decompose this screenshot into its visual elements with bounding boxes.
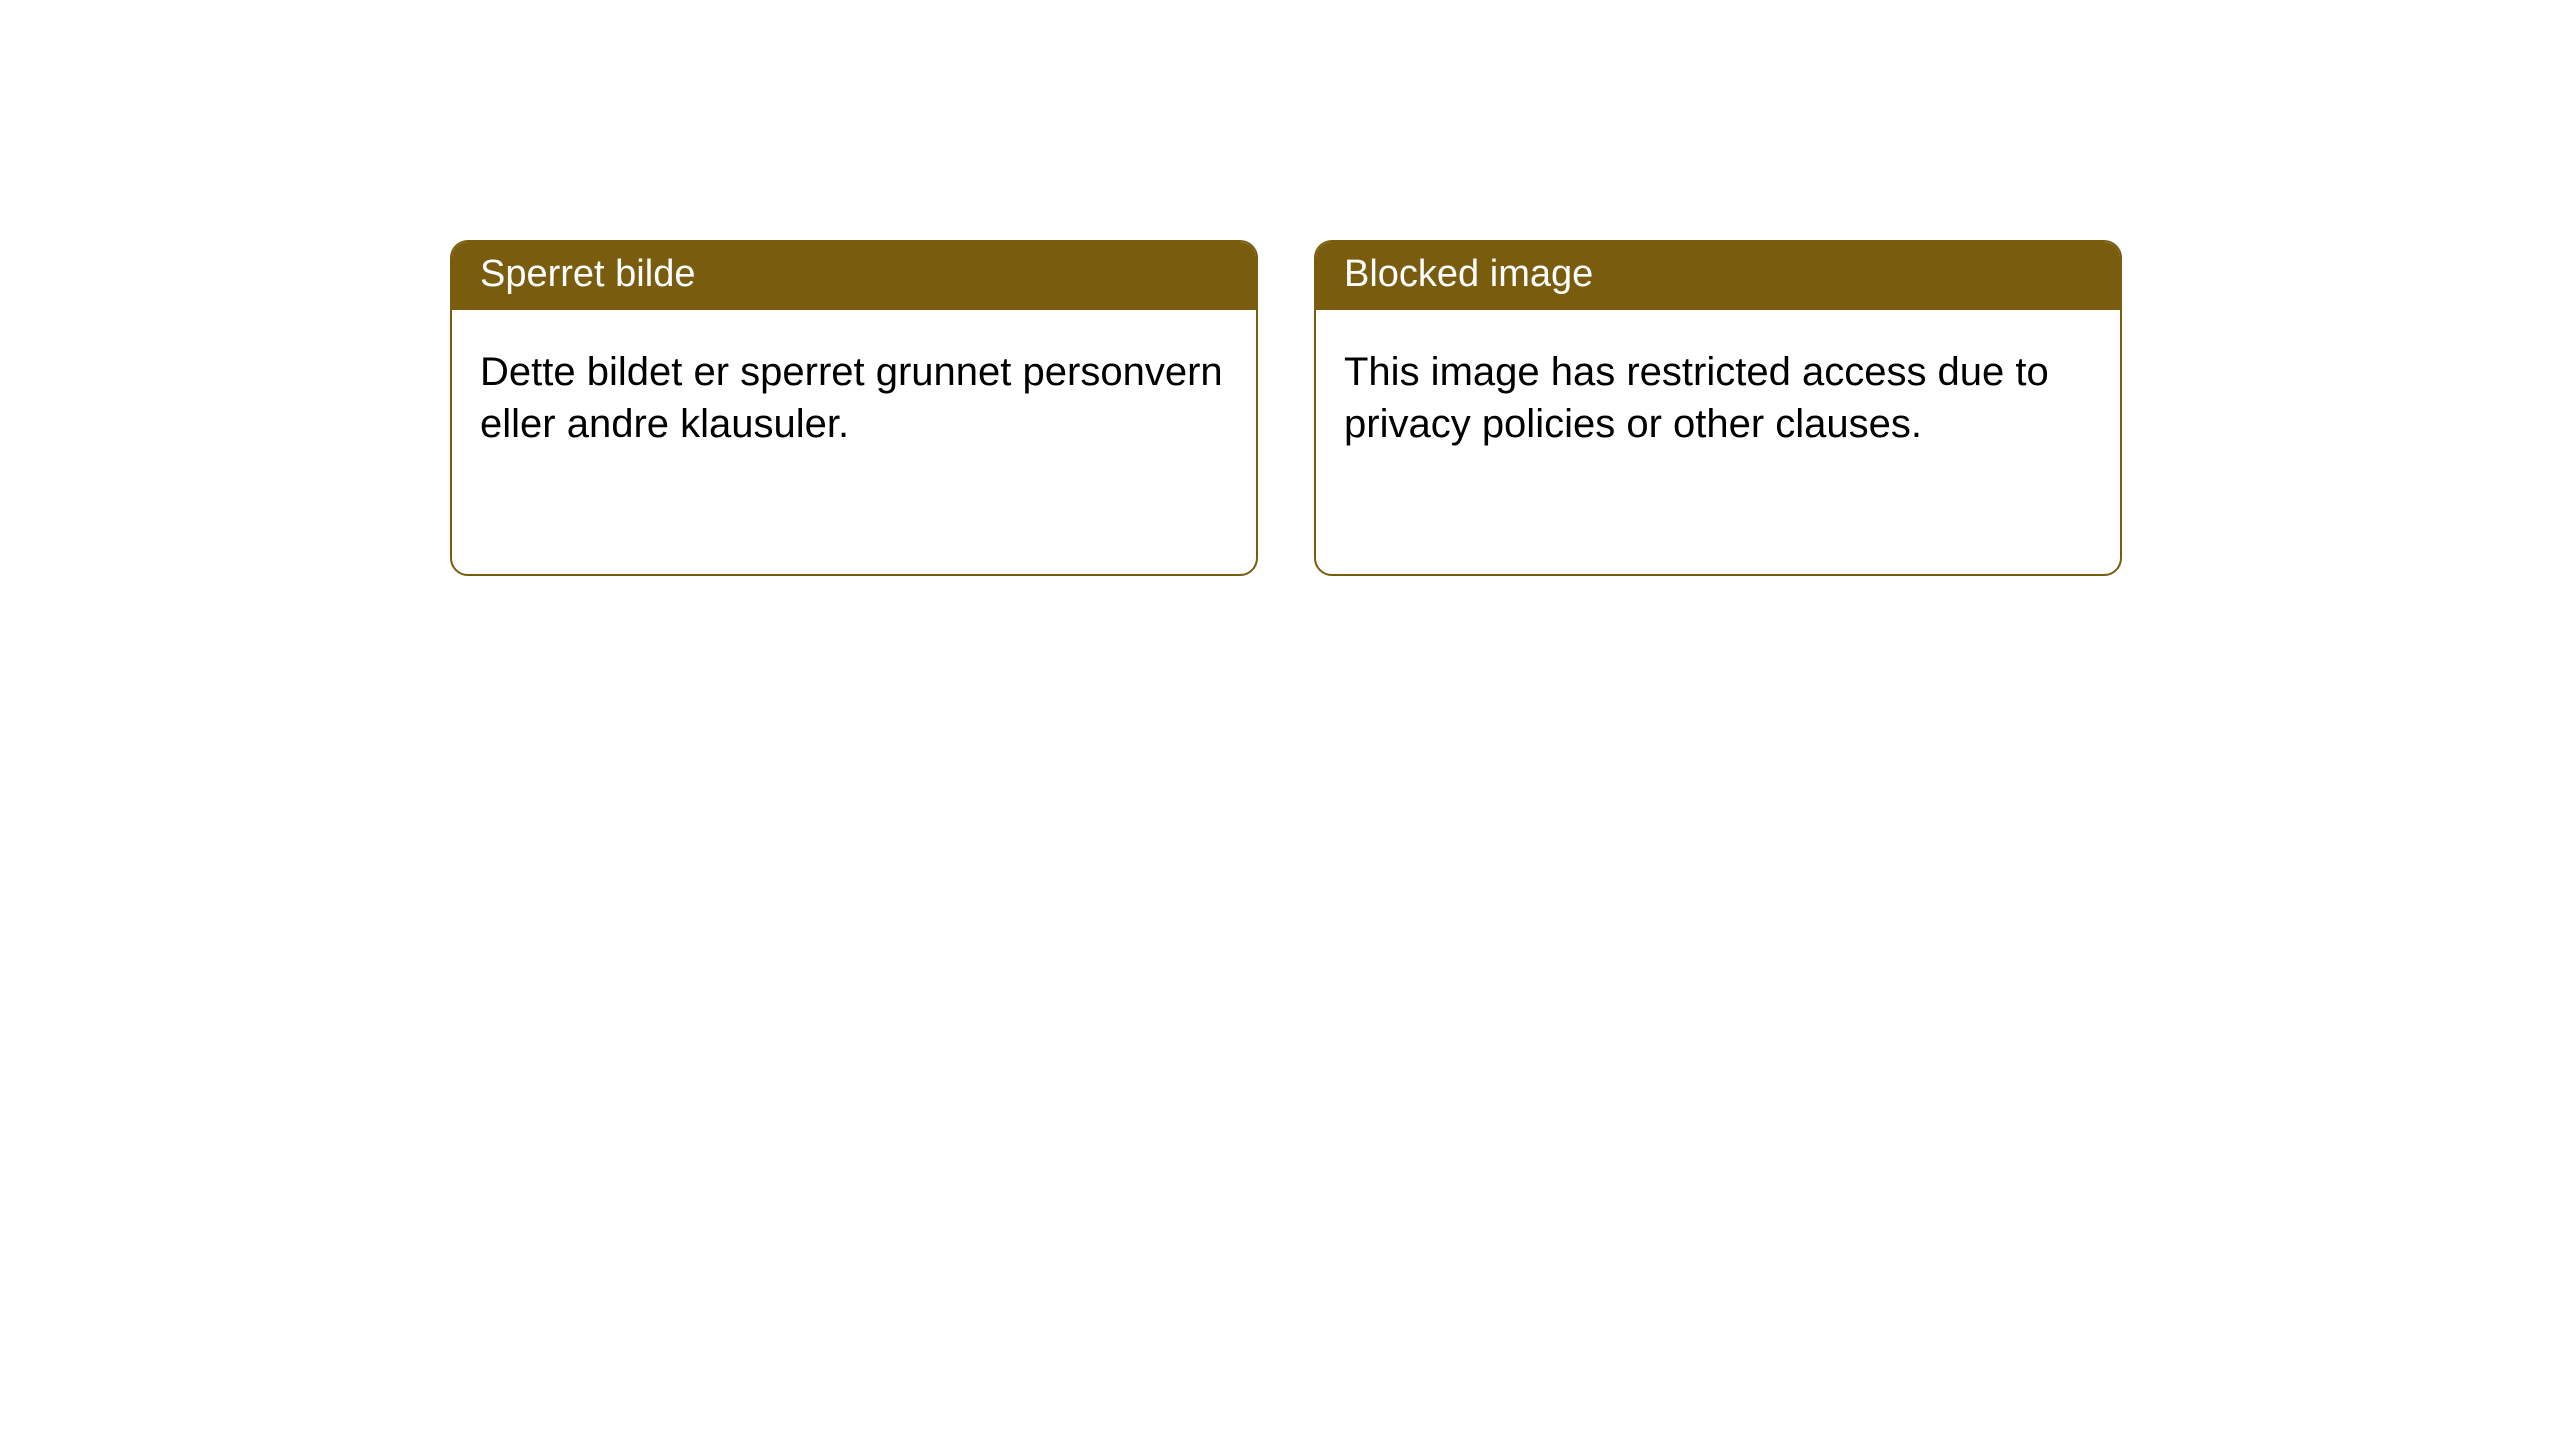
notice-card-no: Sperret bilde Dette bildet er sperret gr… bbox=[450, 240, 1258, 576]
notice-card-en: Blocked image This image has restricted … bbox=[1314, 240, 2122, 576]
notice-container: Sperret bilde Dette bildet er sperret gr… bbox=[0, 0, 2560, 576]
notice-body-no: Dette bildet er sperret grunnet personve… bbox=[452, 310, 1256, 478]
notice-body-en: This image has restricted access due to … bbox=[1316, 310, 2120, 478]
notice-title-no: Sperret bilde bbox=[452, 242, 1256, 310]
notice-title-en: Blocked image bbox=[1316, 242, 2120, 310]
